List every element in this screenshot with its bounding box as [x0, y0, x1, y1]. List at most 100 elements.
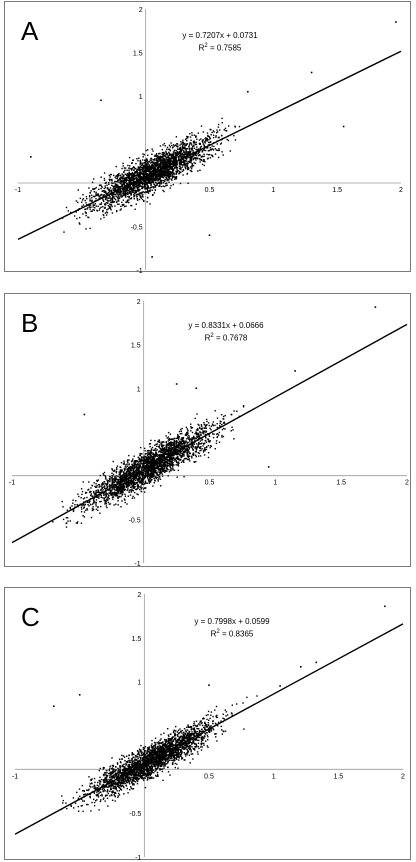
data-point — [122, 192, 125, 194]
data-point — [136, 190, 138, 192]
data-point — [125, 190, 128, 192]
data-point — [184, 445, 187, 447]
data-point — [117, 193, 119, 195]
data-point — [150, 182, 152, 184]
data-point — [158, 160, 160, 162]
data-point — [174, 457, 176, 460]
data-point — [123, 205, 126, 208]
data-point — [205, 137, 207, 139]
data-point — [123, 167, 126, 169]
data-point — [204, 446, 206, 449]
data-point — [89, 206, 91, 209]
data-point — [163, 465, 166, 467]
data-point — [185, 426, 188, 428]
data-point — [140, 463, 143, 465]
data-point — [200, 446, 202, 448]
data-point — [130, 187, 133, 189]
data-point — [157, 168, 159, 171]
data-point — [185, 168, 187, 170]
data-point — [128, 187, 130, 189]
data-point — [190, 430, 192, 432]
data-point — [120, 492, 122, 495]
data-point — [137, 181, 139, 183]
data-point — [165, 176, 168, 178]
data-point — [157, 167, 160, 169]
data-point — [126, 468, 128, 470]
data-point — [156, 473, 158, 476]
data-point — [118, 191, 121, 193]
data-point — [154, 189, 156, 192]
data-point — [196, 428, 199, 430]
data-point — [189, 150, 191, 152]
data-point — [159, 164, 161, 167]
data-point — [158, 181, 160, 184]
data-point — [211, 148, 214, 150]
data-point — [175, 156, 178, 158]
data-point — [125, 475, 127, 478]
data-point — [166, 468, 169, 470]
data-point — [66, 517, 69, 519]
data-point — [233, 135, 235, 137]
data-point — [137, 469, 139, 472]
data-point — [177, 443, 179, 445]
data-point — [161, 169, 163, 171]
data-point — [176, 148, 179, 150]
data-point — [175, 446, 178, 449]
data-point — [127, 459, 129, 461]
data-point — [179, 146, 182, 149]
data-point — [184, 162, 186, 164]
data-point — [136, 182, 139, 184]
data-point — [210, 128, 212, 131]
data-point — [162, 441, 164, 443]
data-point — [181, 456, 183, 458]
data-point — [174, 167, 177, 169]
data-point — [129, 466, 131, 468]
data-point — [166, 443, 168, 445]
data-point — [153, 192, 156, 194]
data-point — [173, 158, 175, 160]
data-point — [180, 164, 183, 166]
data-point — [115, 475, 117, 477]
data-point — [168, 177, 170, 179]
data-point — [146, 454, 149, 457]
data-point — [206, 139, 208, 141]
data-point — [121, 494, 123, 496]
data-point — [195, 431, 198, 433]
data-point — [121, 478, 123, 480]
data-point — [157, 161, 159, 163]
data-point — [147, 456, 149, 459]
data-point — [139, 486, 142, 489]
data-point — [126, 463, 128, 465]
data-point — [123, 174, 125, 176]
data-point — [144, 460, 146, 463]
data-point — [139, 169, 141, 172]
data-point — [155, 477, 157, 480]
data-point — [175, 456, 178, 459]
data-point — [111, 468, 113, 470]
data-point — [142, 463, 144, 465]
data-point — [156, 153, 158, 155]
data-point — [146, 180, 148, 182]
data-point — [115, 177, 117, 180]
data-point — [89, 191, 91, 194]
data-point — [113, 189, 115, 192]
data-point — [111, 485, 113, 488]
data-point — [98, 492, 100, 494]
data-point — [146, 179, 148, 181]
data-point — [132, 159, 134, 161]
data-point — [167, 454, 170, 456]
data-point — [152, 194, 154, 196]
data-point — [141, 474, 144, 476]
data-point — [103, 189, 105, 192]
data-point — [192, 145, 194, 148]
data-point — [95, 492, 98, 494]
data-point — [174, 164, 176, 166]
data-point — [157, 163, 159, 165]
data-point — [146, 183, 148, 185]
data-point — [154, 154, 156, 157]
data-point — [161, 179, 163, 181]
data-point — [180, 149, 183, 151]
data-point — [163, 175, 166, 177]
data-point — [156, 476, 159, 479]
data-point — [164, 460, 166, 463]
